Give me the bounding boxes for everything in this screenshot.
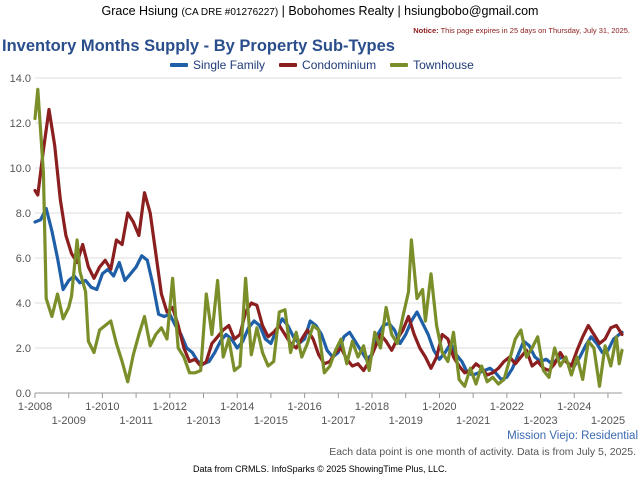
activity-note: Each data point is one month of activity…	[329, 446, 636, 458]
x-tick-label: 1-2025	[591, 415, 625, 427]
x-tick-label: 1-2017	[321, 415, 355, 427]
agent-company: | Bobohomes Realty | hsiungbobo@gmail.co…	[281, 4, 539, 18]
y-tick-label: 8.0	[16, 208, 31, 220]
agent-name: Grace Hsiung	[101, 4, 178, 18]
legend-item-condominium[interactable]: Condominium	[279, 58, 376, 72]
y-tick-label: 6.0	[16, 253, 31, 265]
x-tick-label: 1-2018	[355, 401, 389, 413]
series-line-condominium	[33, 107, 624, 377]
y-tick-label: 2.0	[16, 343, 31, 355]
legend-item-single-family[interactable]: Single Family	[170, 58, 265, 72]
x-tick-label: 1-2014	[220, 401, 254, 413]
region-label: Mission Viejo: Residential	[507, 430, 638, 442]
legend-swatch-condominium	[279, 63, 298, 67]
x-tick-label: 1-2012	[153, 401, 187, 413]
x-tick-label: 1-2009	[52, 415, 86, 427]
x-tick-label: 1-2020	[422, 401, 456, 413]
legend-label-townhouse: Townhouse	[413, 58, 474, 72]
x-tick-label: 1-2019	[389, 415, 423, 427]
x-tick-label: 1-2022	[490, 401, 524, 413]
source-note: Data from CRMLS. InfoSparks © 2025 Showi…	[193, 464, 447, 474]
legend-label-single-family: Single Family	[193, 58, 266, 72]
x-tick-label: 1-2016	[287, 401, 321, 413]
legend-item-townhouse[interactable]: Townhouse	[390, 58, 474, 72]
legend-swatch-townhouse	[390, 63, 409, 67]
y-tick-label: 0.0	[16, 388, 31, 400]
y-tick-label: 10.0	[10, 163, 31, 175]
x-tick-label: 1-2021	[456, 415, 490, 427]
series-line-townhouse	[33, 87, 624, 388]
expiry-notice: Notice: This page expires in 25 days on …	[413, 26, 630, 35]
series-line-single-family	[33, 206, 624, 382]
y-tick-label: 12.0	[10, 118, 31, 130]
y-tick-label: 4.0	[16, 298, 31, 310]
y-tick-label: 14.0	[10, 73, 31, 85]
legend-label-condominium: Condominium	[302, 58, 377, 72]
x-tick-label: 1-2010	[85, 401, 119, 413]
notice-label: Notice:	[413, 26, 439, 35]
chart-legend: Single Family Condominium Townhouse	[170, 58, 474, 72]
x-tick-label: 1-2015	[254, 415, 288, 427]
x-tick-label: 1-2011	[119, 415, 152, 427]
chart-title: Inventory Months Supply - By Property Su…	[2, 37, 395, 55]
agent-dre: (CA DRE #01276227)	[181, 7, 279, 18]
legend-swatch-single-family	[170, 63, 188, 67]
notice-text: This page expires in 25 days on Thursday…	[440, 26, 630, 35]
agent-header: Grace Hsiung (CA DRE #01276227) | Boboho…	[0, 0, 640, 22]
x-tick-label: 1-2008	[18, 401, 52, 413]
x-tick-label: 1-2023	[523, 415, 557, 427]
x-tick-label: 1-2013	[186, 415, 220, 427]
x-tick-label: 1-2024	[557, 401, 591, 413]
